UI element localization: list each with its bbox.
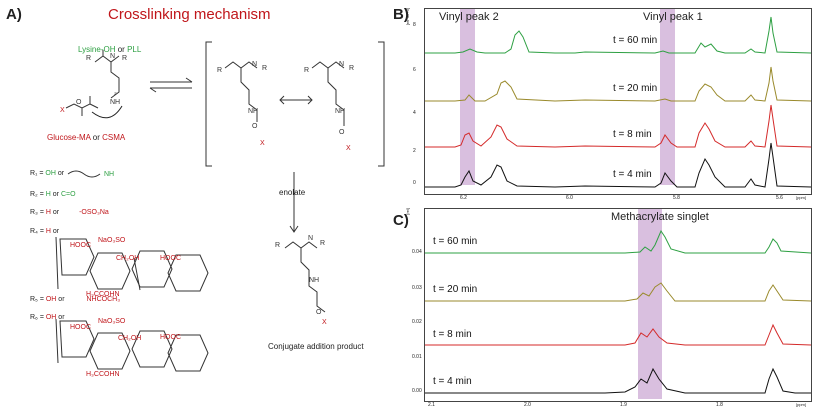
vinyl-peak-1-label: Vinyl peak 1 <box>643 11 703 23</box>
svg-text:NH: NH <box>110 99 120 106</box>
enolate-label: enolate <box>279 188 306 197</box>
svg-text:₂: ₂ <box>114 89 117 96</box>
svg-text:HOOC: HOOC <box>70 242 91 249</box>
b-ytick-0: 8 <box>413 22 416 28</box>
svg-text:HOOC: HOOC <box>160 334 181 341</box>
c-xunit: [ppm] <box>796 402 807 407</box>
r6-line: R₆ = OH or <box>30 314 65 321</box>
spectrum-c-frame: Methacrylate singlet t = 60 min t = 20 m… <box>424 208 812 402</box>
svg-text:X: X <box>60 107 65 114</box>
b-ytick-4: 0 <box>413 180 416 186</box>
c-xtick-1: 2.0 <box>524 402 531 408</box>
c-trace-label-20: t = 20 min <box>433 284 478 295</box>
panel-a-label: A) <box>6 6 22 23</box>
lysine-label: Lysine-OH or PLL <box>78 45 142 54</box>
spectrum-b-traces <box>425 16 811 188</box>
svg-text:O: O <box>252 123 258 130</box>
svg-text:N: N <box>308 235 313 242</box>
c-trace-label-4: t = 4 min <box>433 376 472 387</box>
svg-text:X: X <box>346 145 351 152</box>
methacrylate-highlight <box>638 209 662 399</box>
svg-text:H₃CCOHN: H₃CCOHN <box>86 291 120 298</box>
trace-label-4: t = 4 min <box>613 169 652 180</box>
r2-line: R₂ = H or C=O <box>30 191 76 198</box>
svg-text:NH: NH <box>335 108 345 115</box>
r5-line: R₅ = OH or NHCOCH₃ <box>30 296 121 303</box>
product-label: Conjugate addition product <box>268 342 364 351</box>
trace-label-8: t = 8 min <box>613 129 652 140</box>
spectrum-b-yaxis: [rel*1e+3] <box>405 8 410 26</box>
svg-text:X: X <box>322 319 327 326</box>
r3-line: R₃ = H or -OSO₃Na <box>30 209 109 216</box>
b-xunit: [ppm] <box>796 195 807 200</box>
b-ytick-1: 6 <box>413 67 416 73</box>
spectrum-c-traces <box>425 229 811 394</box>
svg-text:R: R <box>304 67 309 74</box>
svg-text:NH: NH <box>309 277 319 284</box>
svg-text:H₃CCOHN: H₃CCOHN <box>86 371 120 378</box>
svg-text:O: O <box>316 309 322 316</box>
svg-text:X: X <box>260 140 265 147</box>
svg-text:HOOC: HOOC <box>70 324 91 331</box>
svg-text:R: R <box>349 65 354 72</box>
c-ytick-3: 0.01 <box>412 354 422 360</box>
panel-b-label: B) <box>393 6 409 23</box>
spectrum-c-yaxis: [rel] <box>405 208 410 215</box>
c-xtick-3: 1.8 <box>716 402 723 408</box>
svg-text:N: N <box>252 61 257 68</box>
svg-text:N: N <box>110 53 115 60</box>
panel-a-title: Crosslinking mechanism <box>108 6 271 23</box>
r4-line: R₄ = H or <box>30 228 60 235</box>
b-ytick-2: 4 <box>413 110 416 116</box>
svg-text:R: R <box>262 65 267 72</box>
svg-text:NaO₃SO: NaO₃SO <box>98 318 126 325</box>
panel-c-label: C) <box>393 212 409 229</box>
c-xtick-2: 1.9 <box>620 402 627 408</box>
c-ytick-2: 0.02 <box>412 319 422 325</box>
svg-text:NaO₃SO: NaO₃SO <box>98 237 126 244</box>
svg-text:NH: NH <box>248 108 258 115</box>
c-ytick-4: 0.00 <box>412 388 422 394</box>
svg-text:O: O <box>76 99 82 106</box>
b-xtick-1: 6.0 <box>566 195 573 201</box>
r1-line: R₁ = OH or <box>30 170 65 177</box>
svg-text:R: R <box>122 55 127 62</box>
svg-text:R: R <box>217 67 222 74</box>
c-ytick-0: 0.04 <box>412 249 422 255</box>
trace-label-60: t = 60 min <box>613 35 658 46</box>
svg-text:CH₂OH: CH₂OH <box>116 255 139 262</box>
svg-text:HOOC: HOOC <box>160 255 181 262</box>
c-xtick-0: 2.1 <box>428 402 435 408</box>
svg-text:R: R <box>320 240 325 247</box>
svg-text:O: O <box>339 129 345 136</box>
methacrylate-title: Methacrylate singlet <box>611 211 709 223</box>
svg-text:R: R <box>275 242 280 249</box>
svg-text:R: R <box>86 55 91 62</box>
svg-text:CH₂OH: CH₂OH <box>118 335 141 342</box>
c-ytick-1: 0.03 <box>412 285 422 291</box>
glucose-label: Glucose-MA or CSMA <box>47 133 126 142</box>
b-xtick-3: 5.6 <box>776 195 783 201</box>
svg-text:NH: NH <box>104 171 114 178</box>
spectrum-b-frame: Vinyl peak 2 Vinyl peak 1 t = 60 min t =… <box>424 8 812 195</box>
trace-label-20: t = 20 min <box>613 83 658 94</box>
b-xtick-0: 6.2 <box>460 195 467 201</box>
c-trace-label-60: t = 60 min <box>433 236 478 247</box>
c-trace-label-8: t = 8 min <box>433 329 472 340</box>
svg-text:N: N <box>339 61 344 68</box>
b-xtick-2: 5.8 <box>673 195 680 201</box>
b-ytick-3: 2 <box>413 148 416 154</box>
vinyl-peak-2-label: Vinyl peak 2 <box>439 11 499 23</box>
